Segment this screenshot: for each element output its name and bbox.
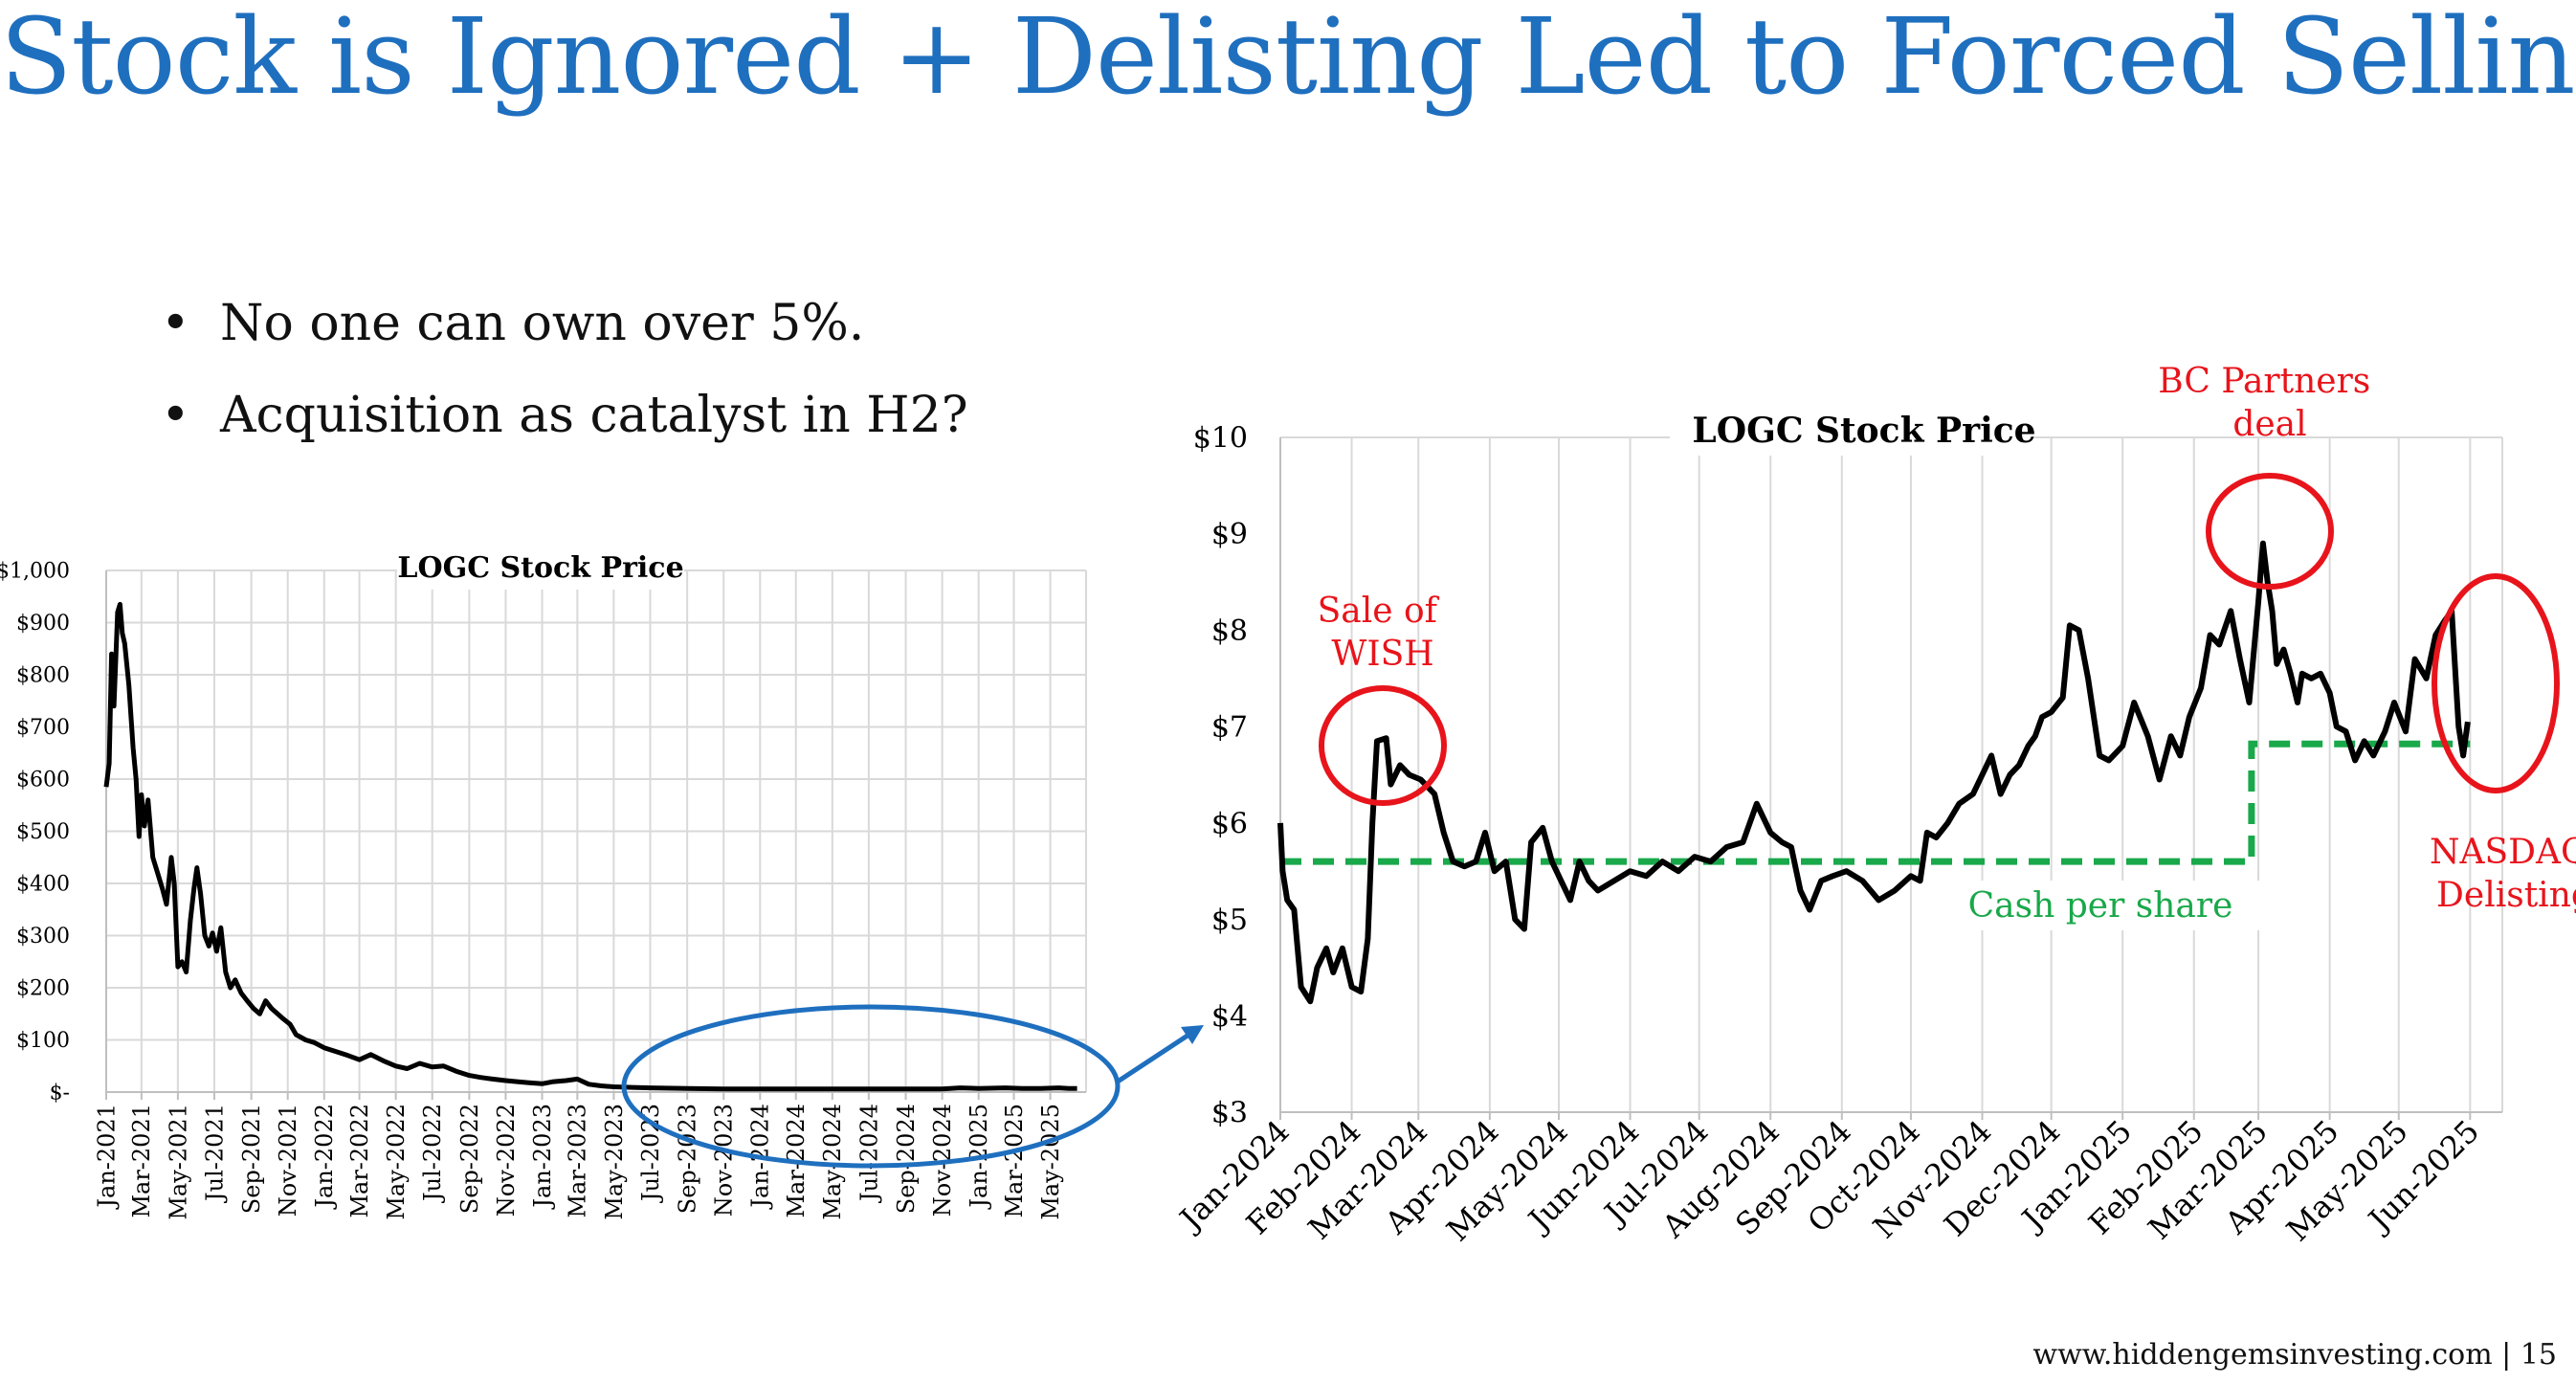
y-tick-label: $500 <box>16 820 70 844</box>
x-tick-label: Mar-2023 <box>565 1104 591 1218</box>
bullet-marker: • <box>161 295 190 352</box>
bc-partners-circle <box>2206 473 2334 590</box>
right-chart-x-ticks: Jan-2024Feb-2024Mar-2024Apr-2024May-2024… <box>1171 1112 2486 1248</box>
y-tick-label: $10 <box>1193 422 1248 456</box>
zoom-arrow-shaft <box>1116 1031 1192 1084</box>
x-tick-label: Jan-2023 <box>529 1104 556 1211</box>
delisting-line-1: NASDAQ <box>2430 833 2576 872</box>
bc-partners-line-1: BC Partners <box>2158 362 2370 401</box>
x-tick-label: Sep-2022 <box>456 1104 483 1214</box>
wish-sale-line-1: Sale of <box>1318 592 1440 631</box>
slide-title: Stock is Ignored + Delisting Led to Forc… <box>0 0 2576 118</box>
wish-sale-circle <box>1319 685 1447 806</box>
wish-sale-line-2: WISH <box>1331 635 1433 674</box>
x-tick-label: May-2024 <box>819 1104 846 1220</box>
delisting-circle <box>2432 573 2560 793</box>
x-tick-label: Mar-2021 <box>128 1104 155 1218</box>
y-tick-label: $3 <box>1211 1097 1248 1130</box>
x-tick-label: May-2022 <box>383 1104 410 1220</box>
y-tick-label: $4 <box>1211 1000 1248 1034</box>
x-tick-label: Nov-2023 <box>711 1104 738 1217</box>
recent-period-highlight-ellipse <box>621 1004 1121 1169</box>
left-chart-x-ticks: Jan-2021 Mar-2021 May-2021 Jul-2021 Sep-2021… <box>93 1092 1064 1220</box>
y-tick-label: $9 <box>1211 518 1248 551</box>
x-tick-label: Sep-2024 <box>893 1104 920 1214</box>
bc-partners-annotation: BC Partners deal <box>2158 362 2381 444</box>
left-chart-title: LOGC Stock Price <box>397 551 683 585</box>
x-tick-label: May-2025 <box>1037 1104 1064 1220</box>
y-tick-label: $- <box>50 1082 70 1105</box>
cash-label-background <box>1974 881 2261 930</box>
x-tick-label: Mar-2022 <box>346 1104 373 1218</box>
right-chart-axes <box>1279 437 2502 1113</box>
zoom-arrow-head <box>1181 1025 1204 1044</box>
bullet-item: • Acquisition as catalyst in H2? <box>161 369 968 461</box>
x-tick-label: Jan-2021 <box>93 1104 120 1211</box>
y-tick-label: $1,000 <box>0 560 70 584</box>
bullet-text: Acquisition as catalyst in H2? <box>220 387 968 444</box>
cash-per-share-line <box>1280 740 2471 865</box>
y-tick-label: $800 <box>16 664 70 688</box>
left-price-line <box>103 601 1077 1092</box>
left-chart-grid <box>105 569 1087 1093</box>
x-tick-label: May-2021 <box>165 1104 191 1220</box>
y-tick-label: $7 <box>1211 711 1248 745</box>
x-tick-label: Sep-2023 <box>675 1104 701 1214</box>
right-chart-title-background <box>1670 406 2033 456</box>
bullet-text: No one can own over 5%. <box>220 295 865 352</box>
right-price-line <box>1277 540 2471 1005</box>
left-chart-y-ticks: $- $100 $200 $300 $400 $500 $600 $700 $800 $900 $1… <box>0 560 70 1105</box>
delisting-annotation: NASDAQ Delisting <box>2430 833 2576 915</box>
x-tick-label: Jul-2022 <box>419 1104 446 1204</box>
right-chart-grid <box>1279 436 2503 1112</box>
x-tick-label: Nov-2021 <box>275 1104 301 1217</box>
x-tick-label: Sep-2021 <box>238 1104 265 1214</box>
y-tick-label: $100 <box>16 1029 70 1053</box>
y-tick-label: $6 <box>1211 807 1248 840</box>
y-tick-label: $900 <box>16 612 70 636</box>
y-tick-label: $5 <box>1211 904 1248 937</box>
bullet-list: • No one can own over 5%. • Acquisition as… <box>161 278 968 461</box>
bullet-marker: • <box>161 387 190 444</box>
y-tick-label: $700 <box>16 716 70 740</box>
delisting-line-2: Delisting <box>2436 876 2576 915</box>
y-tick-label: $300 <box>16 925 70 949</box>
x-tick-label: Nov-2022 <box>493 1104 520 1217</box>
x-tick-label: Mar-2025 <box>1001 1104 1028 1218</box>
wish-sale-annotation: Sale of WISH <box>1318 592 1449 674</box>
right-chart-y-ticks: $3 $4 $5 $6 $7 $8 $9 $10 <box>1193 422 1248 1130</box>
y-tick-label: $600 <box>16 769 70 792</box>
x-tick-label: Jul-2021 <box>201 1104 228 1204</box>
left-chart-axes <box>105 570 1086 1093</box>
x-tick-label: Jul-2024 <box>855 1104 882 1204</box>
y-tick-label: $8 <box>1211 614 1248 648</box>
left-chart-title-background <box>397 546 684 590</box>
y-tick-label: $200 <box>16 977 70 1001</box>
x-tick-label: May-2023 <box>601 1104 628 1220</box>
right-chart-title: LOGC Stock Price <box>1692 411 2035 451</box>
footer-url-page: www.hiddengemsinvesting.com | 15 <box>2032 1338 2557 1372</box>
y-tick-label: $400 <box>16 873 70 897</box>
cash-per-share-label: Cash per share <box>1968 886 2233 926</box>
bc-partners-line-2: deal <box>2232 405 2306 444</box>
bullet-item: • No one can own over 5%. <box>161 278 968 369</box>
x-tick-label: Jan-2022 <box>311 1104 338 1211</box>
